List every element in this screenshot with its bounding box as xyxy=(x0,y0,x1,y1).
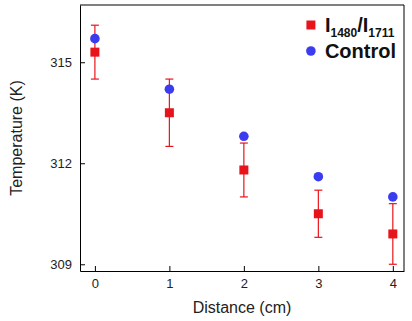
point xyxy=(90,34,100,44)
tick-label: 309 xyxy=(50,257,72,272)
tick-mark xyxy=(393,266,394,271)
tick-mark xyxy=(169,266,170,271)
y-axis: 309 312 315 xyxy=(50,6,85,272)
point xyxy=(388,229,397,238)
tick-label: 315 xyxy=(50,55,72,70)
frame xyxy=(80,5,404,6)
legend-label: I1480/I1711 xyxy=(325,14,395,40)
tick-label: 1 xyxy=(166,276,173,291)
tick-mark xyxy=(318,266,319,271)
legend-marker xyxy=(306,21,315,30)
error-bar xyxy=(314,190,322,237)
tick-label: 2 xyxy=(241,276,248,291)
legend-label: Control xyxy=(325,40,396,62)
point xyxy=(314,209,323,218)
point xyxy=(165,108,174,117)
tick-mark xyxy=(80,62,85,63)
tick-mark xyxy=(80,163,85,164)
tick-label: 0 xyxy=(92,276,99,291)
tick-label: 4 xyxy=(390,276,397,291)
tick-mark xyxy=(80,264,85,265)
x-axis-title: Distance (cm) xyxy=(193,299,292,316)
legend: I1480/I1711Control xyxy=(306,14,396,62)
point xyxy=(239,165,248,174)
legend-marker xyxy=(306,46,316,56)
chart: 0 1 2 3 4 309 312 315 I1480/I1711Control Distance… xyxy=(0,0,412,321)
series xyxy=(90,25,397,264)
tick-label: 3 xyxy=(315,276,322,291)
error-bar xyxy=(240,143,248,197)
point xyxy=(165,84,175,94)
axis-line xyxy=(81,271,405,272)
x-axis: 0 1 2 3 4 xyxy=(81,266,405,291)
point xyxy=(90,48,99,57)
point xyxy=(388,192,398,202)
point xyxy=(314,172,324,182)
axis-line xyxy=(80,6,81,272)
error-bar xyxy=(165,79,173,146)
point xyxy=(239,132,249,142)
tick-mark xyxy=(244,266,245,271)
series xyxy=(90,34,398,202)
error-bar xyxy=(91,25,99,79)
plot: 0 1 2 3 4 309 312 315 I1480/I1711Control xyxy=(50,5,404,291)
y-axis-title: Temperature (K) xyxy=(8,80,25,196)
marks xyxy=(90,25,398,264)
tick-label: 312 xyxy=(50,156,72,171)
frame xyxy=(404,5,405,271)
error-bar xyxy=(389,204,397,265)
tick-mark xyxy=(95,266,96,271)
